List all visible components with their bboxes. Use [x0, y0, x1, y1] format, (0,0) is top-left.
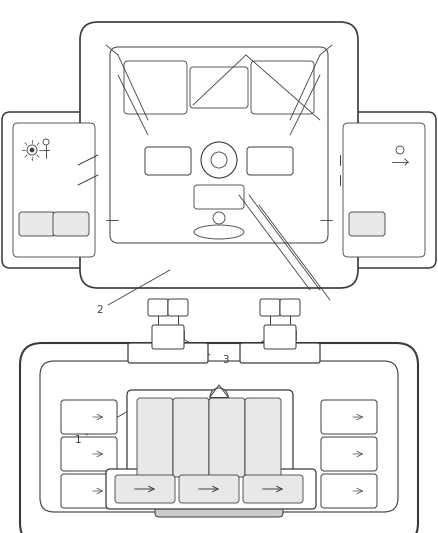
FancyBboxPatch shape — [53, 212, 89, 236]
FancyBboxPatch shape — [155, 497, 283, 517]
FancyBboxPatch shape — [2, 112, 106, 268]
FancyBboxPatch shape — [280, 299, 300, 316]
FancyBboxPatch shape — [243, 475, 303, 503]
Circle shape — [396, 146, 404, 154]
FancyBboxPatch shape — [240, 343, 320, 363]
Text: 3: 3 — [222, 355, 228, 365]
FancyBboxPatch shape — [19, 212, 55, 236]
FancyBboxPatch shape — [152, 325, 184, 349]
FancyBboxPatch shape — [110, 47, 328, 243]
FancyBboxPatch shape — [251, 61, 314, 114]
FancyBboxPatch shape — [349, 212, 385, 236]
FancyBboxPatch shape — [247, 147, 293, 175]
FancyBboxPatch shape — [173, 398, 209, 477]
FancyBboxPatch shape — [321, 437, 377, 471]
FancyBboxPatch shape — [106, 469, 316, 509]
FancyBboxPatch shape — [20, 343, 418, 533]
FancyBboxPatch shape — [209, 398, 245, 477]
FancyBboxPatch shape — [145, 147, 191, 175]
FancyBboxPatch shape — [115, 475, 175, 503]
FancyBboxPatch shape — [343, 123, 425, 257]
FancyBboxPatch shape — [168, 299, 188, 316]
FancyBboxPatch shape — [61, 437, 117, 471]
Circle shape — [210, 388, 228, 406]
FancyBboxPatch shape — [245, 398, 281, 477]
FancyBboxPatch shape — [61, 400, 117, 434]
FancyBboxPatch shape — [264, 325, 296, 349]
FancyBboxPatch shape — [260, 299, 280, 316]
Text: 1: 1 — [75, 435, 81, 445]
FancyBboxPatch shape — [124, 61, 187, 114]
FancyBboxPatch shape — [321, 400, 377, 434]
FancyBboxPatch shape — [201, 478, 237, 502]
Circle shape — [27, 145, 37, 155]
Circle shape — [30, 148, 34, 152]
Text: 2: 2 — [97, 305, 103, 315]
FancyBboxPatch shape — [137, 398, 173, 477]
FancyBboxPatch shape — [179, 475, 239, 503]
FancyBboxPatch shape — [13, 123, 95, 257]
FancyBboxPatch shape — [148, 299, 168, 316]
Circle shape — [211, 152, 227, 168]
Circle shape — [43, 139, 49, 145]
FancyBboxPatch shape — [80, 22, 358, 288]
FancyBboxPatch shape — [321, 474, 377, 508]
FancyBboxPatch shape — [127, 390, 293, 485]
Circle shape — [201, 142, 237, 178]
FancyBboxPatch shape — [194, 185, 244, 209]
FancyBboxPatch shape — [332, 112, 436, 268]
FancyBboxPatch shape — [190, 67, 248, 108]
FancyBboxPatch shape — [128, 343, 208, 363]
Ellipse shape — [194, 225, 244, 239]
Circle shape — [213, 212, 225, 224]
FancyBboxPatch shape — [40, 361, 398, 512]
FancyBboxPatch shape — [61, 474, 117, 508]
